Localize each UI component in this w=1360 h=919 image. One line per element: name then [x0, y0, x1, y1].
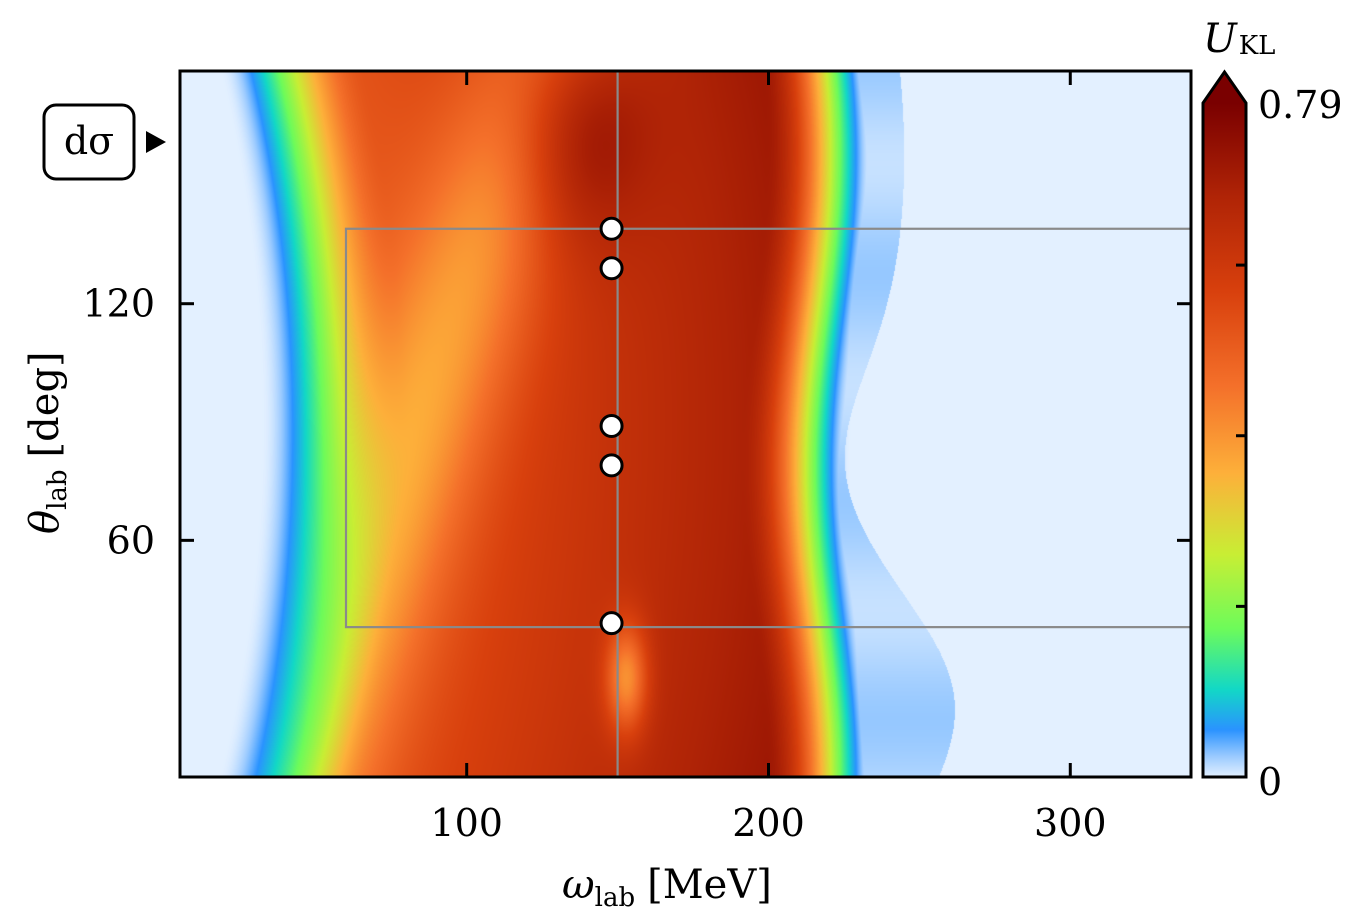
y-tick-label: 60: [107, 518, 155, 562]
colorbar-extend-arrow: [1203, 72, 1246, 103]
data-point: [599, 413, 624, 438]
colorbar-min-label: 0: [1258, 760, 1282, 804]
annotation-label: dσ: [64, 119, 114, 163]
arrow-right-icon: [146, 131, 166, 153]
x-tick-label: 200: [732, 801, 805, 845]
y-axis-label: θlab[deg]: [22, 351, 73, 534]
data-point: [599, 256, 624, 281]
colorbar-frame: [1201, 69, 1248, 779]
data-point: [599, 453, 624, 478]
annotation-box: [42, 103, 136, 181]
y-axis-ticks: 60 120: [82, 282, 1191, 562]
colorbar-max-label: 0.79: [1258, 83, 1343, 127]
y-tick-label: 120: [82, 282, 155, 326]
highlight-region: [344, 227, 1193, 629]
heatmap-canvas: [180, 71, 1191, 777]
colorbar: 0.79 0 UKL: [1201, 16, 1343, 804]
colorbar-title: UKL: [1203, 16, 1275, 62]
x-tick-label: 100: [430, 801, 503, 845]
guide-lines: [344, 71, 1193, 777]
plot-frame: [178, 69, 1193, 779]
x-tick-label: 300: [1034, 801, 1107, 845]
x-axis-label: ωlab [MeV]: [562, 862, 772, 913]
data-points: [599, 216, 624, 636]
cross-section-annotation: dσ: [42, 103, 166, 181]
data-point: [599, 611, 624, 636]
x-axis-ticks: 100 200 300: [430, 71, 1107, 845]
data-point: [599, 216, 624, 241]
colorbar-gradient: [1203, 103, 1246, 777]
colorbar-ticks: [1236, 263, 1246, 608]
